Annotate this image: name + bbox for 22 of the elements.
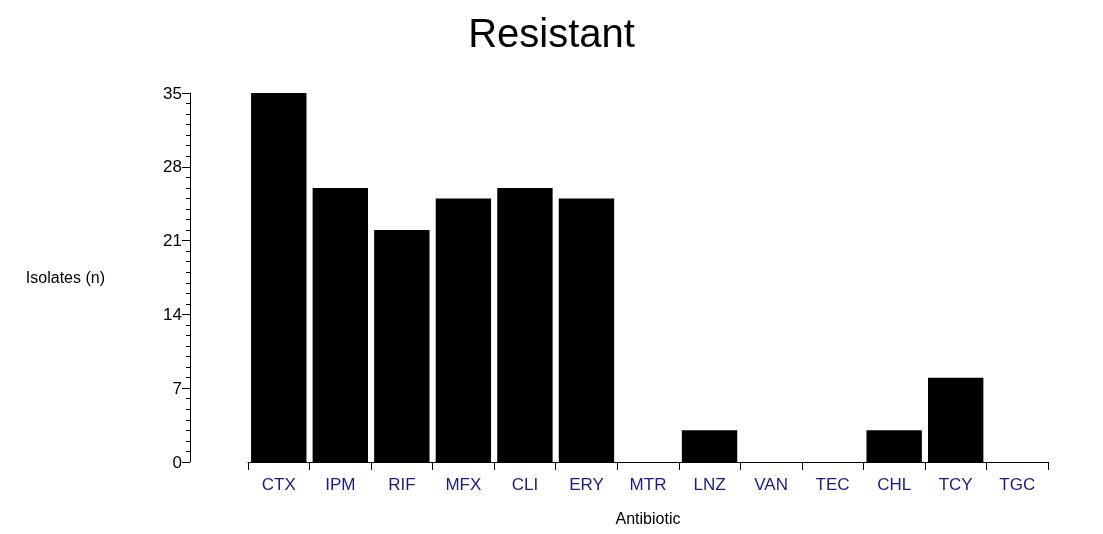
- x-tick-label: TCY: [938, 475, 973, 494]
- x-tick-label: TEC: [815, 475, 850, 494]
- x-tick-label: CTX: [261, 475, 296, 494]
- x-tick-label: CHL: [877, 475, 912, 494]
- y-tick-label: 0: [172, 452, 182, 472]
- x-tick-label: CLI: [511, 475, 539, 494]
- y-tick-label: 7: [172, 378, 182, 398]
- x-tick-label: VAN: [754, 475, 788, 494]
- x-tick-label: RIF: [388, 475, 416, 494]
- y-tick-label: 21: [163, 231, 182, 251]
- x-axis-title: Antibiotic: [615, 509, 681, 527]
- x-tick-label: LNZ: [693, 475, 726, 494]
- x-tick-label: MTR: [629, 475, 667, 494]
- y-axis-title: Isolates (n): [25, 269, 105, 286]
- x-tick-label: IPM: [325, 475, 356, 494]
- x-tick-label: MFX: [445, 475, 482, 494]
- y-tick-label: 35: [163, 83, 182, 103]
- y-tick-label: 28: [163, 157, 182, 177]
- x-tick-label: ERY: [569, 475, 604, 494]
- x-tick-label: TGC: [999, 475, 1036, 494]
- chart-title: Resistant: [468, 11, 635, 55]
- y-tick-label: 14: [163, 304, 182, 324]
